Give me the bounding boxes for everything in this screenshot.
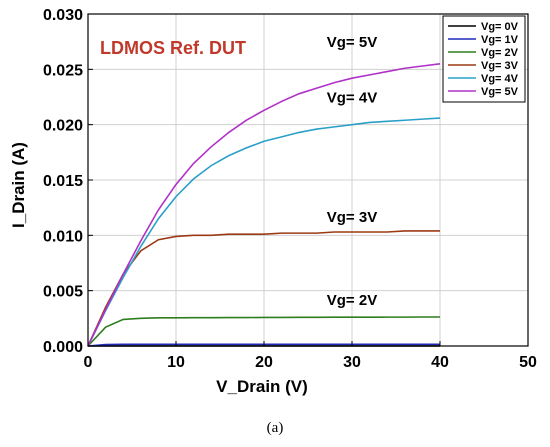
series-line-vg-4v — [87, 117, 441, 347]
y-tick-label: 0.030 — [43, 7, 83, 24]
annotations: Vg= 5V Vg= 4V Vg= 3V Vg= 2V — [327, 34, 377, 309]
y-axis-label: I_Drain (A) — [9, 142, 28, 228]
series-annotation: Vg= 2V — [327, 292, 377, 309]
x-tick-label: 10 — [167, 354, 185, 371]
x-tick-label: 0 — [84, 354, 93, 371]
y-tick-label: 0.015 — [43, 173, 83, 190]
chart-title: LDMOS Ref. DUT — [100, 38, 246, 58]
legend-label: Vg= 1V — [481, 34, 519, 46]
y-tick-label: 0.020 — [43, 118, 83, 135]
series-annotation: Vg= 4V — [327, 90, 377, 107]
legend-label: Vg= 2V — [481, 47, 519, 59]
legend-box — [442, 15, 526, 103]
x-tick-label: 30 — [343, 354, 361, 371]
y-tick-label: 0.025 — [43, 62, 83, 79]
series-line-vg-2v — [87, 316, 440, 347]
series-line-vg-5v — [87, 63, 441, 347]
x-tick-label: 50 — [519, 354, 537, 371]
x-tick-label: 40 — [431, 354, 449, 371]
legend-label: Vg= 0V — [481, 21, 519, 33]
figure-caption: (a) — [267, 420, 284, 436]
y-tick-label: 0.005 — [43, 284, 83, 301]
legend-label: Vg= 4V — [481, 73, 519, 85]
x-axis-label: V_Drain (V) — [216, 377, 308, 396]
y-tick-label: 0.010 — [43, 228, 83, 245]
ticks: 0 10 20 30 40 50 0.000 0.005 0.010 0.015 0.020 0.02… — [43, 7, 537, 371]
x-tick-label: 20 — [255, 354, 273, 371]
legend-label: Vg= 5V — [481, 86, 519, 98]
y-tick-label: 0.000 — [43, 339, 83, 356]
series-annotation: Vg= 3V — [327, 209, 377, 226]
series-annotation: Vg= 5V — [327, 34, 377, 51]
legend-label: Vg= 3V — [481, 60, 519, 72]
series-line-vg-3v — [87, 230, 440, 347]
